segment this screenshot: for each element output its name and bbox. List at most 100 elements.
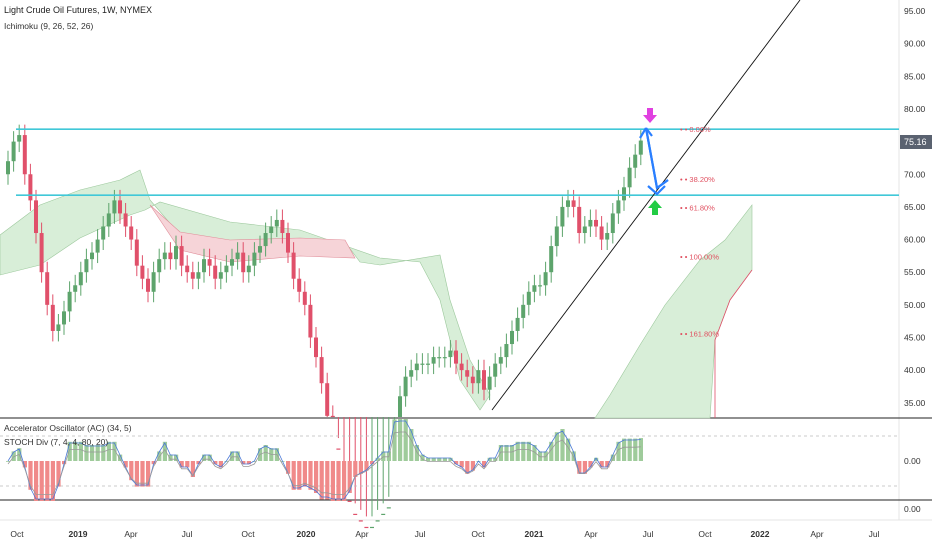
candle-body [207, 259, 212, 266]
ac-histogram-bar [325, 461, 330, 500]
x-tick-label: Jul [182, 529, 193, 539]
candle-body [560, 206, 565, 227]
ac-histogram-bar [185, 461, 190, 468]
ac-histogram-bar [582, 461, 587, 474]
y-tick-label: 65.00 [904, 202, 926, 212]
ac-histogram-bar [190, 461, 195, 477]
cloud-lagging-line [714, 269, 753, 418]
candle-body [274, 219, 279, 227]
candle-body [409, 370, 414, 377]
candle-body [286, 233, 290, 253]
ac-histogram-bar [426, 457, 431, 461]
candle-body [196, 272, 201, 279]
ac-histogram-bar [129, 461, 134, 481]
ac-histogram-bar [454, 461, 459, 465]
fib-level-label: • • 61.80% [680, 204, 715, 213]
candle-body [538, 285, 542, 287]
candle-body [347, 500, 352, 502]
candle-body [577, 206, 582, 234]
drawings: • • 0.00% • • 38.20% • • 61.80% • • 100.00%… [16, 0, 899, 411]
ac-histogram-bar [347, 461, 352, 493]
x-tick-label: Apr [355, 529, 368, 539]
x-tick-label: Apr [124, 529, 137, 539]
ac-histogram-bar [118, 454, 123, 461]
ac-histogram-bar [297, 461, 302, 490]
candle-body [459, 363, 464, 371]
candle-body [280, 219, 285, 234]
ac-histogram-bar [487, 457, 492, 461]
candle-body [364, 526, 369, 529]
ac-histogram-bar [101, 445, 106, 461]
indicator-label: Ichimoku (9, 26, 52, 26) [4, 21, 93, 31]
candle-body [22, 135, 27, 175]
green-up-arrow[interactable] [648, 200, 662, 215]
candle-body [17, 135, 22, 142]
x-tick-label: Apr [584, 529, 597, 539]
ac-histogram-bar [610, 454, 615, 461]
ac-histogram-bar [11, 451, 16, 461]
cloud-area-red [149, 204, 356, 263]
ac-histogram-bar [633, 438, 638, 461]
ac-histogram-bar [291, 461, 296, 490]
x-tick-label: Jul [643, 529, 654, 539]
candle-body [498, 357, 503, 364]
candle-body [269, 226, 274, 234]
trend-line[interactable] [491, 0, 801, 411]
candle-body [190, 272, 195, 279]
ac-histogram-bar [566, 438, 571, 461]
blue-path-line [644, 127, 669, 190]
candle-body [638, 140, 643, 155]
candle-body [448, 350, 453, 358]
x-tick-label: Oct [471, 529, 485, 539]
ac-histogram-bar [381, 451, 386, 461]
ac-histogram-bar [308, 461, 313, 490]
x-tick-label: 2021 [525, 529, 544, 539]
ac-histogram-bar [168, 454, 173, 461]
ac-histogram-bar [465, 461, 470, 474]
candle-body [291, 252, 296, 279]
osc-tick-label: 0.00 [904, 456, 921, 466]
magenta-down-arrow[interactable] [643, 108, 657, 123]
candle-body [571, 200, 576, 207]
y-tick-label: 70.00 [904, 169, 926, 179]
blue-arrow-head [647, 185, 666, 196]
osc-tick-label: 0.00 [904, 504, 921, 514]
ac-histogram-bar [622, 438, 627, 461]
ac-histogram-bar [375, 457, 380, 461]
ac-histogram-bar [482, 461, 487, 468]
x-tick-label: Oct [10, 529, 24, 539]
x-tick-label: 2020 [297, 529, 316, 539]
candle-body [325, 383, 330, 416]
candle-body [6, 161, 10, 175]
candle-body [599, 226, 604, 240]
ac-histogram-bar [151, 461, 156, 465]
x-tick-label: Jul [415, 529, 426, 539]
candle-body [62, 311, 66, 325]
ac-histogram-bar [437, 457, 442, 461]
candle-body [112, 200, 117, 214]
ac-histogram-bar [241, 461, 246, 465]
ac-histogram-bar [50, 461, 55, 501]
ac-histogram-bar [246, 461, 251, 465]
ac-histogram-bar [409, 429, 414, 461]
ac-histogram-bar [263, 445, 268, 461]
candle-body [67, 291, 72, 312]
candle-body [532, 285, 537, 292]
candle-body [358, 520, 363, 522]
candle-body [263, 233, 268, 247]
ac-histogram-bar [95, 445, 100, 461]
x-tick-label: Jul [869, 529, 880, 539]
ac-histogram-bar [470, 461, 475, 471]
candle-body [129, 226, 134, 240]
ac-histogram-bar [78, 441, 83, 461]
ac-histogram-bar [162, 441, 167, 461]
candle-body [146, 278, 150, 292]
candle-body [414, 363, 419, 371]
candle-body [610, 213, 615, 234]
x-tick-label: 2019 [69, 529, 88, 539]
ac-histogram-bar [302, 461, 307, 487]
ac-histogram-bar [459, 461, 464, 468]
ac-histogram-bar [549, 441, 554, 461]
candle-body [241, 252, 246, 273]
